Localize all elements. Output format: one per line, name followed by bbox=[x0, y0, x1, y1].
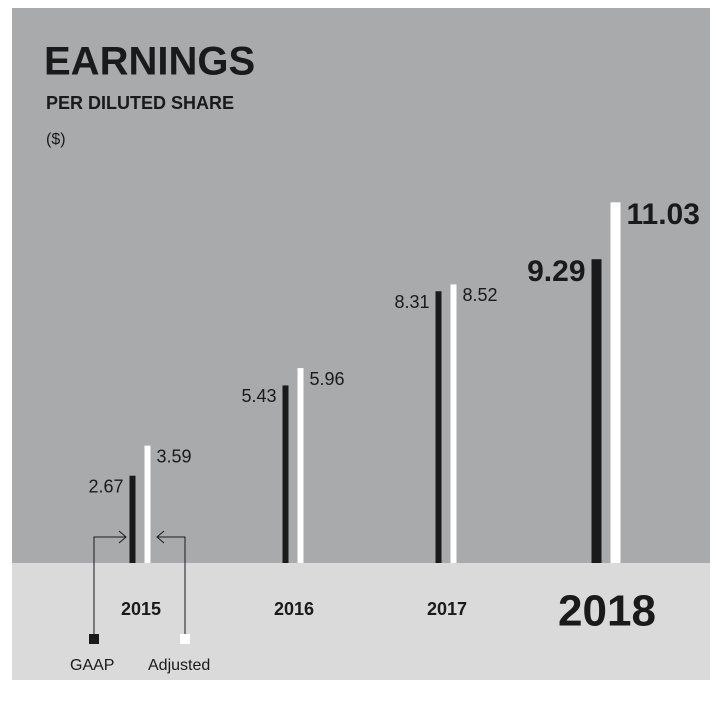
gaap-arrowhead bbox=[118, 530, 127, 544]
legend-label: GAAP bbox=[70, 657, 114, 674]
chart-subtitle: PER DILUTED SHARE bbox=[46, 93, 234, 113]
bar bbox=[610, 202, 621, 563]
adjusted-pointer bbox=[157, 536, 186, 636]
value-label: 8.52 bbox=[463, 285, 498, 305]
bar bbox=[144, 445, 151, 563]
bar bbox=[450, 284, 457, 563]
gaap-pointer bbox=[93, 536, 126, 636]
adjusted-arrowhead bbox=[156, 530, 165, 544]
x-tick-label: 2018 bbox=[558, 587, 656, 636]
chart-title: EARNINGS bbox=[44, 40, 255, 84]
bar bbox=[282, 385, 289, 563]
bar bbox=[297, 368, 304, 563]
value-label: 9.29 bbox=[527, 255, 585, 288]
value-label: 5.43 bbox=[241, 386, 276, 406]
bar bbox=[435, 291, 442, 563]
bar bbox=[591, 259, 602, 563]
legend-swatch bbox=[180, 634, 190, 644]
value-label: 8.31 bbox=[394, 292, 429, 312]
legend-pointers bbox=[93, 530, 186, 636]
x-tick-label: 2017 bbox=[427, 599, 467, 619]
x-tick-label: 2015 bbox=[121, 599, 161, 619]
footer-band bbox=[12, 563, 710, 680]
value-label: 3.59 bbox=[157, 446, 192, 466]
value-label: 5.96 bbox=[310, 369, 345, 389]
unit-label: ($) bbox=[46, 131, 66, 148]
value-label: 2.67 bbox=[88, 476, 123, 496]
legend-label: Adjusted bbox=[148, 657, 210, 674]
x-tick-label: 2016 bbox=[274, 599, 314, 619]
legend-swatch bbox=[89, 634, 99, 644]
value-label: 11.03 bbox=[627, 198, 700, 231]
bar bbox=[129, 475, 136, 563]
